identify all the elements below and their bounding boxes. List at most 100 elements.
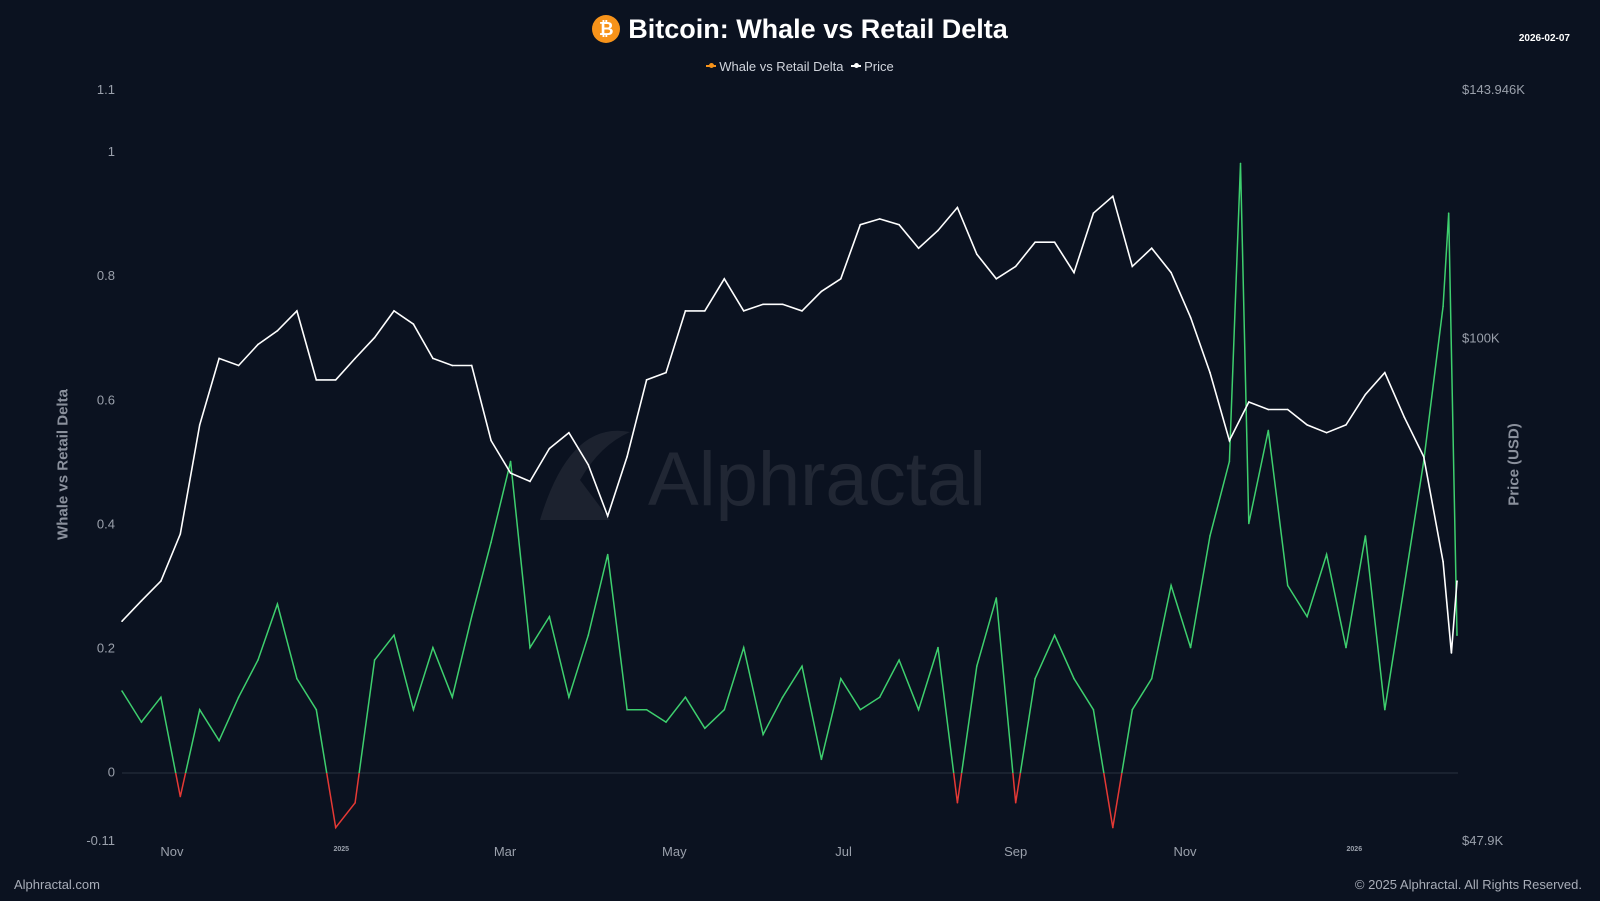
delta-point	[296, 677, 298, 680]
delta-point	[1150, 677, 1153, 680]
delta-point	[937, 646, 939, 649]
price-point	[393, 310, 395, 312]
bitcoin-icon: ₿	[592, 15, 621, 43]
delta-point	[1306, 615, 1308, 618]
delta-point	[121, 690, 123, 692]
delta-point	[568, 696, 570, 699]
price-point	[296, 310, 298, 312]
price-point	[1053, 241, 1056, 244]
price-point	[956, 206, 959, 209]
legend-marker-icon	[706, 63, 717, 68]
price-point	[1403, 416, 1406, 418]
delta-point	[140, 721, 143, 723]
delta-point	[354, 801, 356, 804]
delta-point	[820, 758, 823, 761]
legend-item-delta[interactable]: Whale vs Retail Delta	[706, 59, 844, 74]
price-point	[859, 223, 862, 226]
delta-point	[1034, 677, 1036, 680]
price-point	[723, 278, 726, 280]
delta-point	[742, 646, 745, 649]
price-point	[820, 290, 823, 293]
price-point	[1073, 271, 1075, 274]
price-point	[257, 343, 259, 346]
price-point	[160, 580, 162, 582]
price-point	[1345, 424, 1347, 426]
price-point	[198, 424, 201, 426]
delta-point	[1325, 553, 1328, 556]
delta-point	[412, 708, 415, 711]
delta-point	[1209, 535, 1211, 537]
y-left-tick-label: 0.2	[97, 641, 115, 656]
price-point	[626, 455, 628, 458]
price-point	[334, 379, 337, 381]
price-point	[568, 431, 570, 434]
price-point	[917, 247, 920, 249]
price-point	[354, 357, 356, 360]
y-left-tick-label: 0.6	[97, 392, 115, 407]
delta-point	[1131, 708, 1134, 711]
delta-point	[898, 659, 900, 661]
delta-point	[490, 541, 492, 543]
delta-point	[470, 615, 473, 618]
delta-point	[723, 708, 726, 711]
delta-point	[704, 727, 706, 730]
price-point	[140, 600, 143, 602]
delta-point	[276, 603, 279, 605]
delta-point	[587, 634, 590, 636]
delta-point	[315, 708, 318, 711]
x-tick-label: Mar	[494, 844, 517, 859]
delta-series-line-positive	[121, 163, 1458, 773]
delta-point	[976, 665, 978, 668]
price-point	[276, 330, 279, 332]
price-point	[898, 223, 900, 226]
price-point	[704, 310, 706, 312]
price-point	[645, 379, 648, 381]
price-point	[976, 253, 978, 256]
price-point	[529, 480, 531, 483]
price-point	[121, 620, 123, 623]
price-point	[1422, 455, 1425, 458]
legend-item-price[interactable]: Price	[847, 59, 894, 74]
x-tick-label: Jul	[835, 844, 852, 859]
delta-point	[1073, 677, 1075, 680]
delta-point	[781, 696, 784, 699]
price-point	[1034, 241, 1036, 244]
delta-point	[218, 739, 220, 742]
price-point	[937, 229, 939, 232]
delta-point	[1286, 584, 1289, 587]
price-point	[548, 447, 551, 450]
y-left-tick-label: 0.4	[97, 516, 115, 531]
delta-point	[684, 696, 687, 699]
delta-point	[1364, 535, 1367, 537]
delta-point	[529, 646, 531, 649]
price-point	[684, 310, 687, 312]
x-tick-label: 2025	[333, 846, 349, 853]
footer-site[interactable]: Alphractal.com	[14, 877, 100, 892]
price-point	[218, 357, 220, 360]
y-right-tick-label: $100K	[1462, 331, 1500, 346]
delta-point	[956, 801, 959, 804]
chart-title: ₿ Bitcoin: Whale vs Retail Delta	[0, 14, 1600, 45]
delta-point	[1384, 708, 1386, 711]
delta-point	[762, 733, 764, 736]
price-point	[1092, 212, 1095, 214]
price-point	[315, 379, 318, 381]
price-point	[801, 310, 803, 312]
chart-title-text: Bitcoin: Whale vs Retail Delta	[628, 14, 1008, 44]
price-point	[1014, 265, 1017, 268]
price-point	[1150, 247, 1153, 249]
delta-point	[1456, 634, 1458, 636]
delta-point	[1447, 212, 1450, 214]
y-left-tick-label: 0	[108, 765, 115, 780]
delta-point	[1403, 584, 1406, 587]
price-point	[1325, 431, 1328, 434]
delta-point	[1442, 305, 1444, 308]
price-point	[742, 310, 745, 312]
delta-point	[548, 615, 551, 618]
price-point	[1228, 439, 1231, 442]
price-point	[840, 278, 842, 280]
price-point	[1306, 424, 1308, 426]
delta-point	[995, 597, 998, 599]
price-point	[1248, 401, 1250, 403]
